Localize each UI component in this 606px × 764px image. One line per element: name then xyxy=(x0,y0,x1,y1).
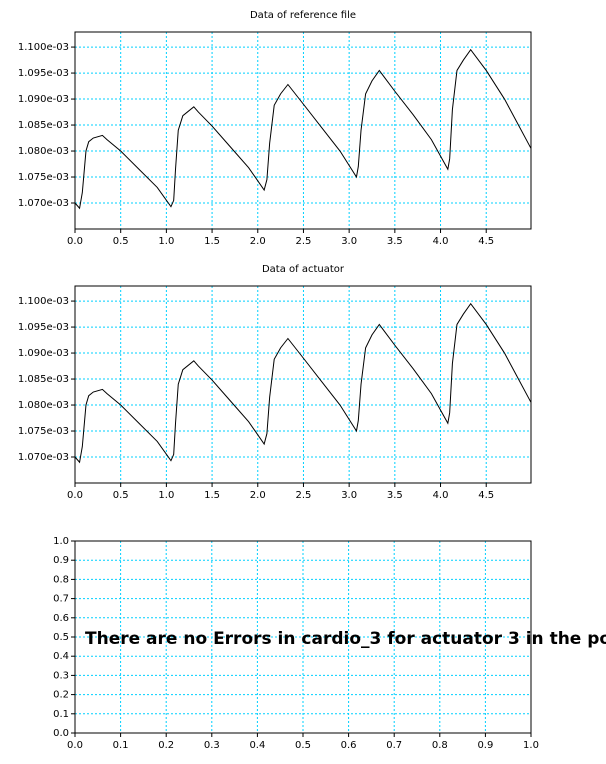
y-tick-label: 0.1 xyxy=(53,709,69,720)
y-tick-label: 1.080e-03 xyxy=(18,146,69,157)
x-tick-label: 0.8 xyxy=(432,740,448,751)
x-tick-label: 1.0 xyxy=(158,236,174,247)
y-tick-label: 1.070e-03 xyxy=(18,452,69,463)
x-tick-label: 0.0 xyxy=(67,740,83,751)
y-tick-label: 1.090e-03 xyxy=(18,94,69,105)
x-tick-label: 0.0 xyxy=(67,490,83,501)
y-tick-label: 1.085e-03 xyxy=(18,374,69,385)
x-tick-label: 4.5 xyxy=(478,490,494,501)
x-tick-label: 0.1 xyxy=(113,740,129,751)
x-tick-label: 1.0 xyxy=(158,490,174,501)
y-tick-label: 1.070e-03 xyxy=(18,198,69,209)
x-tick-label: 0.5 xyxy=(295,740,311,751)
x-tick-label: 3.5 xyxy=(387,236,403,247)
x-tick-label: 3.0 xyxy=(341,490,357,501)
y-tick-label: 0.5 xyxy=(53,632,69,643)
x-tick-label: 2.0 xyxy=(250,236,266,247)
x-tick-label: 1.0 xyxy=(523,740,539,751)
x-tick-label: 4.5 xyxy=(478,236,494,247)
y-tick-label: 0.6 xyxy=(53,613,69,624)
y-tick-label: 1.095e-03 xyxy=(18,322,69,333)
x-tick-label: 0.2 xyxy=(158,740,174,751)
y-tick-label: 0.8 xyxy=(53,574,69,585)
data-line xyxy=(74,302,532,464)
chart-title: Data of reference file xyxy=(250,10,356,21)
x-tick-label: 0.4 xyxy=(249,740,265,751)
chart-title: Data of actuator xyxy=(262,264,345,275)
x-tick-label: 2.0 xyxy=(250,490,266,501)
annotation: There are no Errors in cardio_3 for actu… xyxy=(85,629,606,649)
y-tick-label: 0.2 xyxy=(53,690,69,701)
x-tick-label: 0.9 xyxy=(477,740,493,751)
x-tick-label: 3.5 xyxy=(387,490,403,501)
x-tick-label: 4.0 xyxy=(433,236,449,247)
x-tick-label: 0.3 xyxy=(204,740,220,751)
x-tick-label: 2.5 xyxy=(296,236,312,247)
y-tick-label: 1.080e-03 xyxy=(18,400,69,411)
x-tick-label: 4.0 xyxy=(433,490,449,501)
y-tick-label: 1.100e-03 xyxy=(18,42,69,53)
y-tick-label: 0.0 xyxy=(53,728,69,739)
y-tick-label: 0.7 xyxy=(53,594,69,605)
x-tick-label: 1.5 xyxy=(204,490,220,501)
y-tick-label: 1.075e-03 xyxy=(18,426,69,437)
y-tick-label: 1.085e-03 xyxy=(18,120,69,131)
x-tick-label: 0.7 xyxy=(386,740,402,751)
y-tick-label: 1.095e-03 xyxy=(18,68,69,79)
y-tick-label: 1.075e-03 xyxy=(18,172,69,183)
x-tick-label: 0.5 xyxy=(113,490,129,501)
plot-frame xyxy=(74,540,532,734)
y-tick-label: 1.0 xyxy=(53,536,69,547)
y-tick-label: 0.9 xyxy=(53,555,69,566)
x-tick-label: 1.5 xyxy=(204,236,220,247)
y-tick-label: 1.100e-03 xyxy=(18,296,69,307)
x-tick-label: 0.0 xyxy=(67,236,83,247)
x-tick-label: 0.6 xyxy=(341,740,357,751)
x-tick-label: 2.5 xyxy=(296,490,312,501)
x-tick-label: 3.0 xyxy=(341,236,357,247)
plot-frame xyxy=(74,285,532,484)
y-tick-label: 0.3 xyxy=(53,670,69,681)
y-tick-label: 1.090e-03 xyxy=(18,348,69,359)
y-tick-label: 0.4 xyxy=(53,651,69,662)
x-tick-label: 0.5 xyxy=(113,236,129,247)
plot-frame xyxy=(74,31,532,230)
data-line xyxy=(74,48,532,210)
